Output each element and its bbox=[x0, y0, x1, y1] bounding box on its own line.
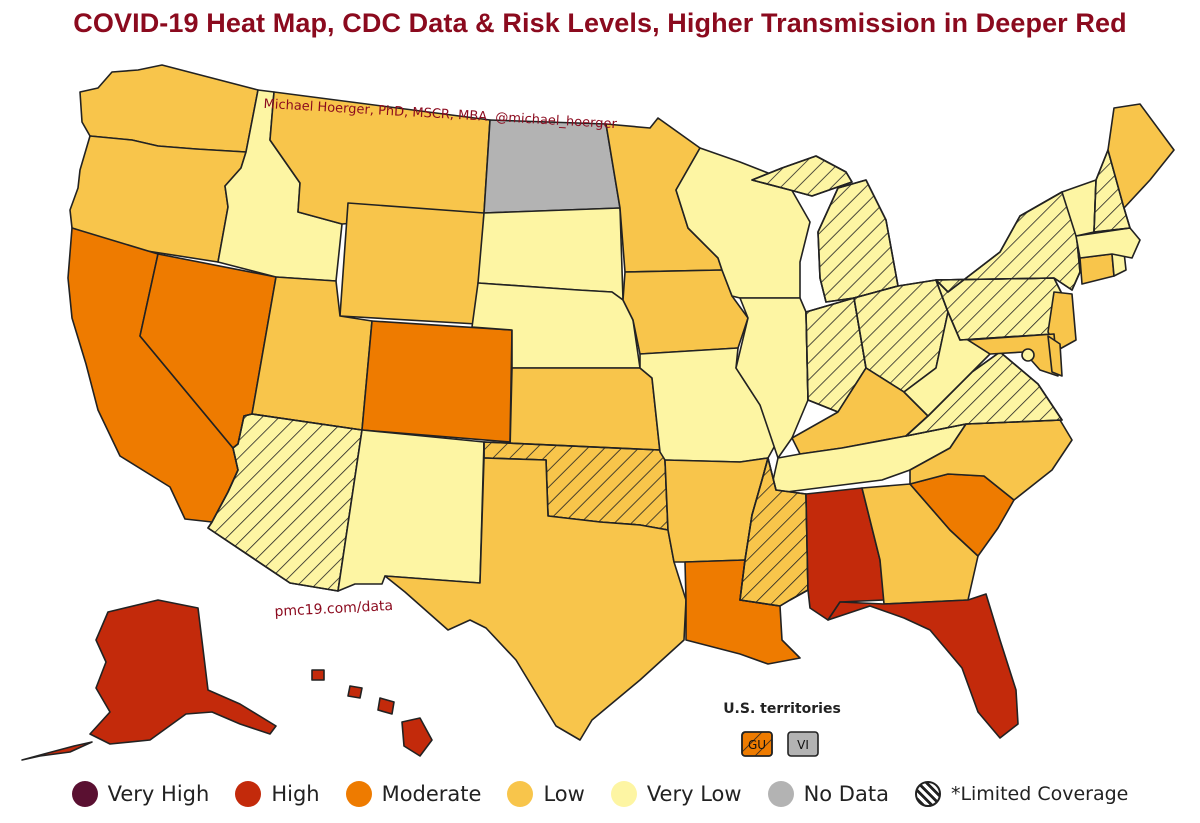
state-NC bbox=[909, 419, 1073, 501]
legend-swatch bbox=[235, 781, 262, 807]
state-MS-hatch bbox=[739, 457, 809, 607]
state-HI bbox=[401, 717, 433, 757]
state-HI-maui bbox=[377, 697, 395, 715]
territory-GU-hatch bbox=[741, 731, 773, 757]
source-url: pmc19.com/data bbox=[274, 598, 393, 620]
legend-high: High bbox=[235, 781, 320, 807]
hatch-icon bbox=[914, 781, 941, 807]
state-IL bbox=[735, 297, 809, 459]
state-NJ bbox=[1047, 291, 1077, 351]
map-title: COVID-19 Heat Map, CDC Data & Risk Level… bbox=[73, 8, 1127, 38]
state-ND bbox=[483, 119, 621, 214]
state-ME bbox=[1107, 103, 1175, 209]
state-AK bbox=[89, 599, 277, 745]
legend-label: *Limited Coverage bbox=[950, 783, 1129, 805]
territories-title: U.S. territories bbox=[723, 701, 841, 717]
state-WY bbox=[339, 202, 485, 325]
state-NM bbox=[337, 429, 485, 592]
state-MI-upper-hatch bbox=[751, 155, 853, 197]
legend: Very High High Moderate Low Very Low No … bbox=[0, 776, 1200, 812]
legend-low: Low bbox=[507, 781, 585, 807]
state-FL bbox=[827, 593, 1019, 739]
state-AK-islands bbox=[21, 741, 93, 761]
legend-swatch bbox=[71, 781, 98, 807]
legend-moderate: Moderate bbox=[345, 781, 482, 807]
legend-label: High bbox=[271, 782, 320, 806]
state-KS bbox=[509, 367, 661, 453]
legend-swatch bbox=[507, 781, 534, 807]
state-MD bbox=[967, 333, 1059, 377]
territory-VI-label: VI bbox=[797, 738, 809, 752]
state-CO bbox=[361, 320, 513, 443]
state-CT bbox=[1079, 253, 1115, 285]
legend-limited-coverage: *Limited Coverage bbox=[914, 781, 1129, 807]
state-TX bbox=[384, 457, 687, 741]
state-HI-oahu bbox=[347, 685, 363, 699]
legend-swatch bbox=[767, 781, 794, 807]
legend-swatch bbox=[345, 781, 372, 807]
territory-VI bbox=[787, 731, 819, 757]
state-NY-hatch bbox=[935, 191, 1081, 293]
legend-very-low: Very Low bbox=[610, 781, 742, 807]
territory-GU-label: GU bbox=[748, 738, 766, 752]
legend-label: Very Low bbox=[646, 782, 742, 806]
legend-label: Low bbox=[543, 782, 585, 806]
state-DC bbox=[1021, 348, 1035, 362]
state-DE bbox=[1047, 335, 1063, 377]
state-NE bbox=[471, 282, 641, 369]
legend-very-high: Very High bbox=[71, 781, 210, 807]
legend-label: No Data bbox=[803, 782, 889, 806]
legend-no-data: No Data bbox=[767, 781, 889, 807]
legend-label: Very High bbox=[107, 782, 210, 806]
state-HI-kauai bbox=[311, 669, 325, 681]
legend-swatch bbox=[610, 781, 637, 807]
legend-label: Moderate bbox=[381, 782, 482, 806]
state-MI-hatch bbox=[817, 179, 899, 303]
state-PA-hatch bbox=[935, 277, 1067, 341]
state-NH-hatch bbox=[1093, 149, 1131, 233]
